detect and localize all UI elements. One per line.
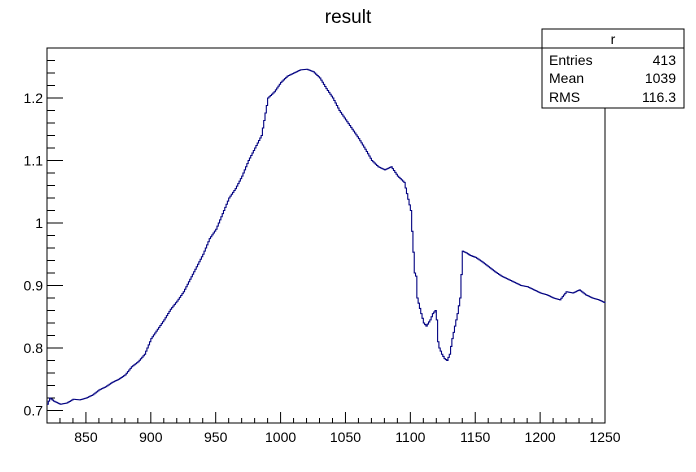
chart-title: result [325, 7, 372, 28]
x-tick-label: 1050 [330, 429, 361, 445]
stats-box-title: r [611, 31, 616, 47]
x-tick-label: 1150 [460, 429, 490, 445]
x-tick-label: 1200 [525, 429, 556, 445]
stats-value-rms: 116.3 [642, 89, 676, 105]
x-tick-label: 1100 [395, 429, 425, 445]
stats-box: r Entries 413 Mean 1039 RMS 116.3 [541, 28, 685, 109]
x-tick-label: 900 [139, 429, 163, 445]
y-axis-ticks: 0.7 0.8 0.9 1 1.1 1.2 [24, 47, 63, 424]
series-line-0 [47, 68, 606, 405]
x-axis-ticks: 850 900 950 1000 1050 1100 1150 1200 1250 [46, 412, 621, 445]
y-tick-label: 0.7 [24, 403, 44, 419]
y-tick-label: 1.1 [24, 153, 44, 169]
stats-value-entries: 413 [653, 52, 677, 68]
stats-label-entries: Entries [549, 52, 593, 68]
series-group [47, 68, 606, 405]
stats-box-frame [541, 28, 685, 109]
stats-label-mean: Mean [549, 70, 584, 86]
y-tick-label: 0.9 [24, 278, 44, 294]
stats-value-mean: 1039 [645, 70, 676, 86]
x-tick-label: 950 [204, 429, 228, 445]
y-tick-label: 1.2 [24, 90, 44, 106]
x-tick-label: 850 [74, 429, 98, 445]
x-tick-label: 1000 [265, 429, 296, 445]
plot-frame [46, 47, 606, 424]
y-tick-label: 0.8 [24, 340, 44, 356]
x-tick-label: 1250 [589, 429, 620, 445]
y-tick-label: 1 [35, 215, 43, 231]
stats-label-rms: RMS [549, 89, 580, 105]
